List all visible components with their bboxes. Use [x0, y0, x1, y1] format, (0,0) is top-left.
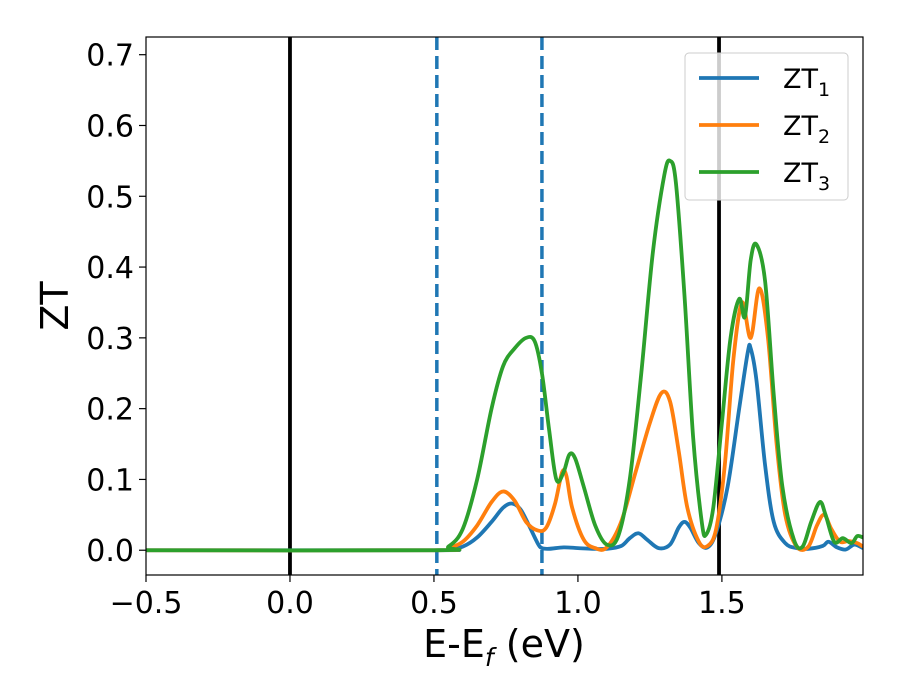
x-tick-label: 1.5 — [698, 586, 746, 621]
x-tick-label: 0.0 — [266, 586, 314, 621]
x-tick-label: 1.0 — [554, 586, 602, 621]
y-tick-label: 0.6 — [86, 109, 134, 144]
y-tick-label: 0.4 — [86, 251, 134, 286]
plot-frame — [145, 36, 864, 576]
y-axis: 0.0 0.1 0.2 0.3 0.4 0.5 0.6 0.7 — [86, 39, 146, 569]
x-axis: −0.5 0.0 0.5 1.0 1.5 — [110, 575, 746, 621]
series-line-zt3 — [146, 158, 863, 553]
x-axis-label-unit: (eV) — [494, 622, 585, 666]
series-line-zt1 — [146, 342, 863, 553]
legend-label-zt2: ZT2 — [783, 111, 830, 148]
y-tick-label: 0.2 — [86, 393, 134, 428]
x-axis-label: E-Ef (eV) — [423, 622, 585, 672]
y-tick-label: 0.7 — [86, 39, 134, 74]
y-tick-label: 0.0 — [86, 534, 134, 569]
y-tick-label: 0.1 — [86, 463, 134, 498]
y-tick-label: 0.5 — [86, 180, 134, 215]
y-tick-label: 0.3 — [86, 322, 134, 357]
legend-label-zt3: ZT3 — [783, 158, 830, 195]
legend: ZT1 ZT2 ZT3 — [684, 52, 849, 201]
y-axis-label: ZT — [33, 281, 77, 331]
x-tick-label: 0.5 — [410, 586, 458, 621]
series-layer — [146, 158, 863, 553]
legend-label-zt1: ZT1 — [783, 64, 830, 101]
x-tick-label: −0.5 — [110, 586, 183, 621]
legend-box — [684, 52, 849, 201]
